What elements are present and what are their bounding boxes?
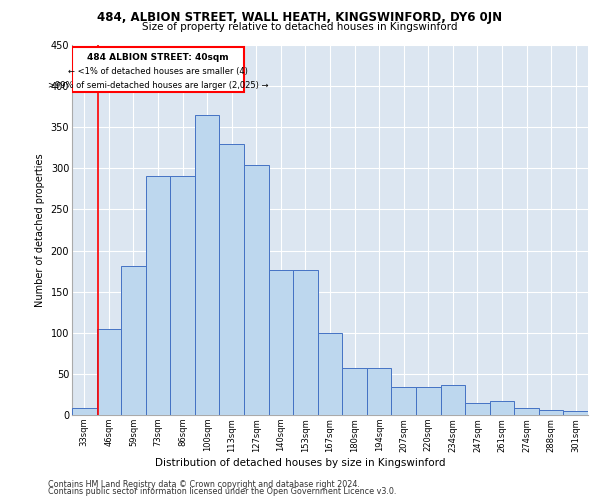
Bar [72, 408, 97, 415]
Bar [465, 402, 490, 415]
Bar [220, 144, 244, 415]
Text: 484, ALBION STREET, WALL HEATH, KINGSWINFORD, DY6 0JN: 484, ALBION STREET, WALL HEATH, KINGSWIN… [97, 11, 503, 24]
Bar [563, 411, 588, 415]
Bar [539, 410, 563, 415]
Text: >99% of semi-detached houses are larger (2,025) →: >99% of semi-detached houses are larger … [48, 80, 268, 90]
Bar [97, 330, 121, 415]
Bar [342, 368, 367, 415]
Y-axis label: Number of detached properties: Number of detached properties [35, 153, 45, 307]
Bar [121, 266, 146, 415]
Text: Contains HM Land Registry data © Crown copyright and database right 2024.: Contains HM Land Registry data © Crown c… [48, 480, 360, 489]
Bar [269, 270, 293, 415]
Bar [293, 270, 318, 415]
Bar [244, 165, 269, 415]
Bar [440, 386, 465, 415]
Bar [146, 176, 170, 415]
Bar [195, 115, 220, 415]
Bar [391, 387, 416, 415]
Bar [490, 401, 514, 415]
Bar [170, 176, 195, 415]
Text: ← <1% of detached houses are smaller (4): ← <1% of detached houses are smaller (4) [68, 67, 248, 76]
Text: Contains public sector information licensed under the Open Government Licence v3: Contains public sector information licen… [48, 487, 397, 496]
Text: Size of property relative to detached houses in Kingswinford: Size of property relative to detached ho… [142, 22, 458, 32]
FancyBboxPatch shape [72, 46, 244, 92]
Bar [514, 408, 539, 415]
Text: 484 ALBION STREET: 40sqm: 484 ALBION STREET: 40sqm [87, 54, 229, 62]
Bar [416, 387, 440, 415]
Bar [367, 368, 391, 415]
Bar [318, 333, 342, 415]
Text: Distribution of detached houses by size in Kingswinford: Distribution of detached houses by size … [155, 458, 445, 468]
